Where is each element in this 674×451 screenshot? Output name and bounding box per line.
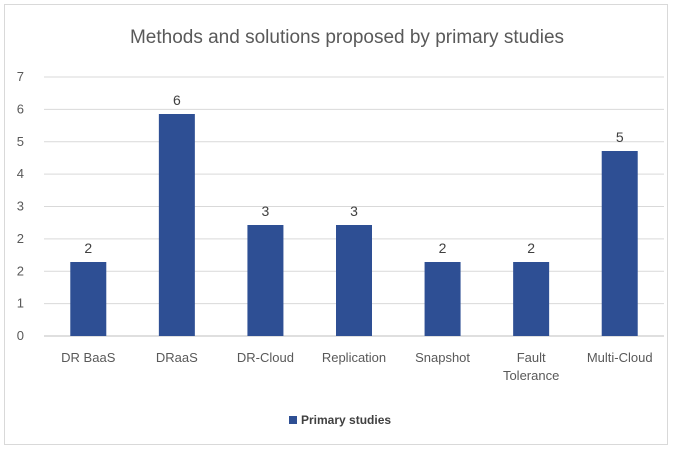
y-tick-label: 4 <box>17 166 24 181</box>
y-tick-label: 1 <box>17 296 24 311</box>
y-tick-label: 0 <box>17 328 24 343</box>
data-label: 6 <box>173 92 181 108</box>
y-tick-label: 6 <box>17 101 24 116</box>
gridlines <box>44 76 664 337</box>
data-label: 5 <box>616 129 624 145</box>
bar <box>158 114 195 336</box>
data-label: 3 <box>350 203 358 219</box>
x-axis-categories: DR BaaS DRaaS DR-Cloud Replication Snapshot F… <box>61 350 652 383</box>
x-category-label: Fault Tolerance <box>503 350 559 383</box>
data-label: 2 <box>527 240 535 256</box>
bar <box>424 262 461 336</box>
bar <box>247 225 284 336</box>
legend: Primary studies <box>289 413 391 427</box>
y-tick-label: 3 <box>17 199 24 214</box>
bar <box>336 225 372 336</box>
y-tick-label: 7 <box>17 69 24 84</box>
data-labels: 2 6 3 3 2 2 5 <box>84 92 623 256</box>
bar <box>70 262 107 336</box>
x-category-label: Snapshot <box>415 350 470 365</box>
data-label: 2 <box>84 240 92 256</box>
x-category-label: DR-Cloud <box>237 350 294 365</box>
x-category-label: Replication <box>322 350 386 365</box>
y-tick-label: 5 <box>17 134 24 149</box>
legend-swatch <box>289 416 297 424</box>
chart-title: Methods and solutions proposed by primar… <box>130 27 564 48</box>
x-category-label: DRaaS <box>156 350 198 365</box>
data-label: 2 <box>439 240 447 256</box>
y-tick-label: 2 <box>17 231 24 246</box>
legend-label: Primary studies <box>301 413 391 427</box>
bars <box>70 114 638 336</box>
bar <box>601 151 638 336</box>
y-axis-ticks: 0 1 2 2 3 4 5 6 7 <box>17 69 24 343</box>
data-label: 3 <box>262 203 270 219</box>
bar <box>513 262 550 336</box>
y-tick-label: 2 <box>17 263 24 278</box>
x-category-label: DR BaaS <box>61 350 116 365</box>
x-category-label: Multi-Cloud <box>587 350 653 365</box>
